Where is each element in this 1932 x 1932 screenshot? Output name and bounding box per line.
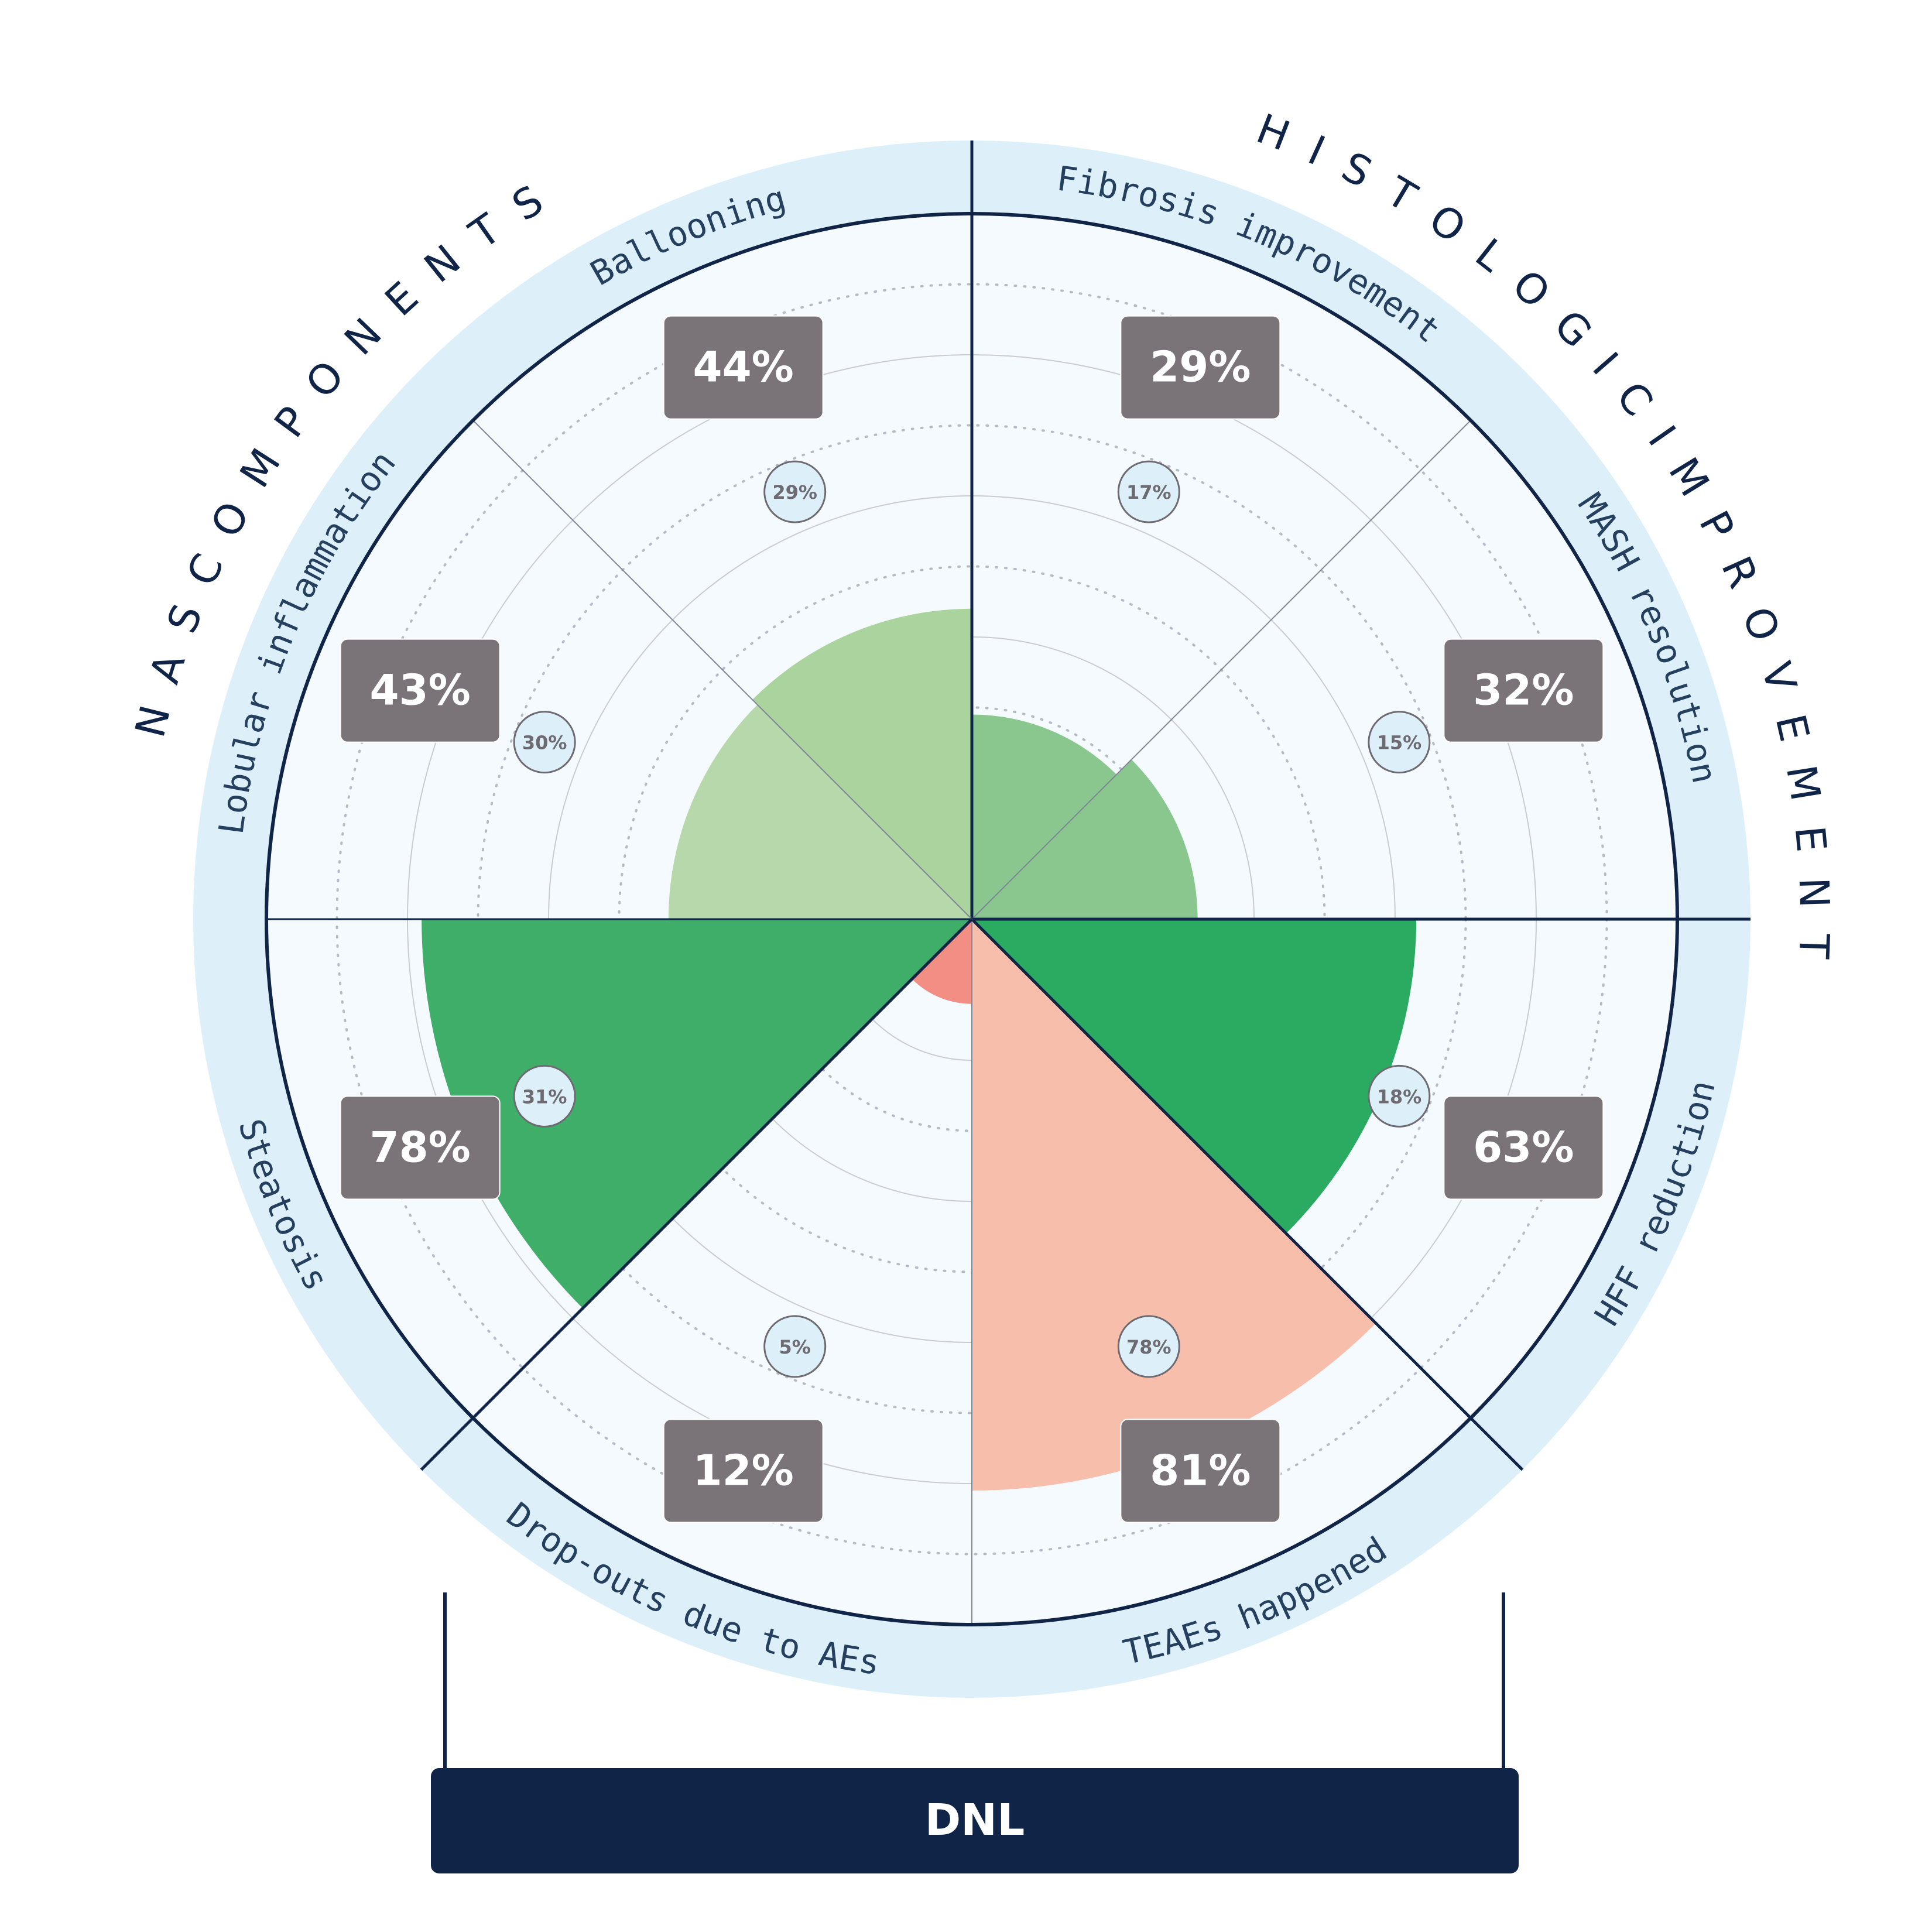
wedge-ballooning <box>752 608 972 919</box>
placebo-marker <box>513 1064 576 1128</box>
wedge-steatosis <box>422 919 972 1308</box>
wedge-fibrosis-improvement <box>972 714 1117 919</box>
dnl-label: DNL <box>925 1795 1025 1845</box>
value-label: 44% <box>693 342 793 392</box>
bottom-bracket <box>443 1592 1505 1768</box>
wedge-lobular-inflammation <box>668 704 972 919</box>
placebo-marker <box>763 460 827 523</box>
placebo-label: 18% <box>1377 1085 1422 1108</box>
value-label: 12% <box>693 1445 793 1495</box>
value-label: 32% <box>1473 666 1574 715</box>
placebo-label: 29% <box>772 481 817 503</box>
divider-line <box>971 918 1524 1471</box>
value-badge <box>340 1095 501 1200</box>
wedge-hff-reduction <box>972 919 1417 1234</box>
wedge-teaes-happened <box>972 919 1376 1491</box>
dnl-bar <box>431 1768 1519 1873</box>
value-badge <box>340 638 501 743</box>
placebo-label: 30% <box>522 732 567 754</box>
value-badge <box>663 315 824 420</box>
value-label: 78% <box>369 1122 470 1171</box>
value-label: 43% <box>369 666 470 715</box>
wedge-drop-outs-due-to-aes <box>912 919 972 1004</box>
placebo-label: 5% <box>779 1336 811 1358</box>
wedge-mash-resolution <box>972 759 1198 919</box>
placebo-label: 15% <box>1377 732 1422 754</box>
divider-line <box>971 420 1471 920</box>
placebo-marker <box>1117 1315 1180 1378</box>
divider-line <box>420 918 973 1471</box>
value-badge <box>663 1419 824 1523</box>
value-badges: 29% 32% 63% 81% 12% 78% 43% 44% <box>340 315 1604 1523</box>
divider-line <box>472 420 972 920</box>
value-badge <box>1443 638 1604 743</box>
placebo-markers: 17% 15% 18% 78% 5% 31% 30% 29% <box>513 460 1431 1378</box>
value-label: 29% <box>1150 342 1251 392</box>
placebo-label: 78% <box>1126 1336 1171 1358</box>
data-wedges <box>422 608 1417 1491</box>
value-badge <box>1120 315 1281 420</box>
sector-dividers <box>265 141 1751 1626</box>
value-label: 81% <box>1150 1445 1251 1495</box>
placebo-marker <box>513 711 576 774</box>
plot-border <box>265 212 1679 1626</box>
value-badge <box>1443 1095 1604 1200</box>
placebo-label: 31% <box>522 1085 567 1108</box>
placebo-marker <box>1117 460 1180 523</box>
placebo-marker <box>1368 711 1431 774</box>
bottom-group: DNL <box>431 1592 1519 1873</box>
placebo-marker <box>1368 1064 1431 1128</box>
placebo-label: 17% <box>1126 481 1171 503</box>
value-badge <box>1120 1419 1281 1523</box>
placebo-marker <box>763 1315 827 1378</box>
value-label: 63% <box>1473 1122 1574 1171</box>
